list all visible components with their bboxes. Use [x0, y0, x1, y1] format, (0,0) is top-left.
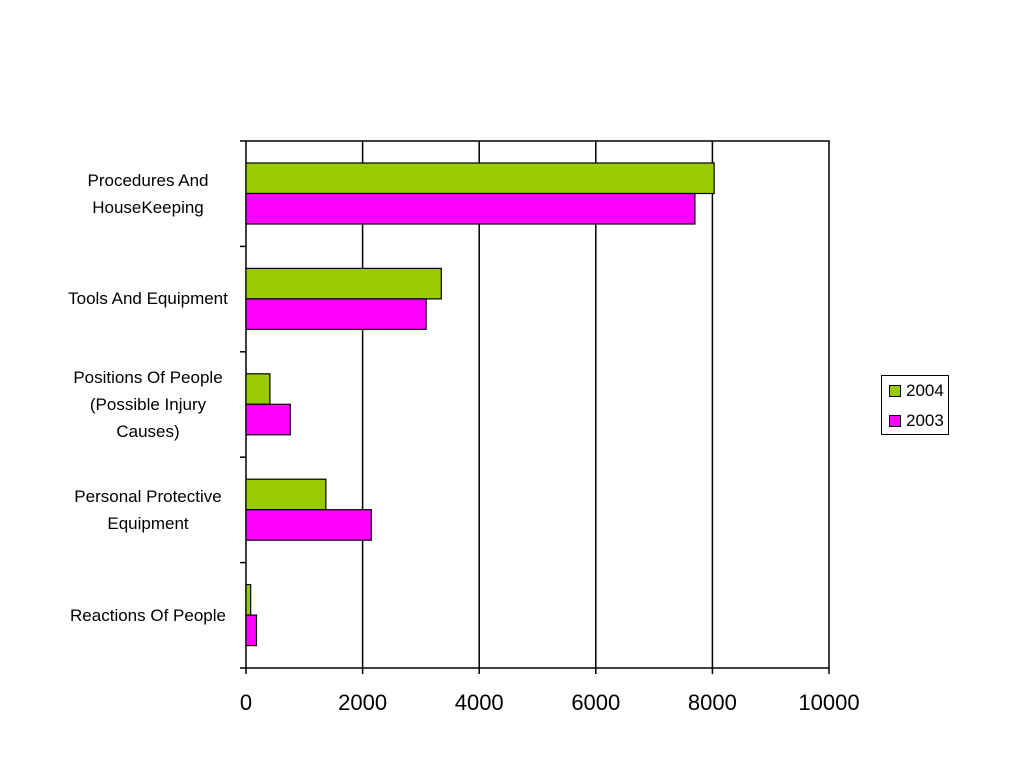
x-tick-label: 0	[240, 690, 252, 715]
legend-item-2004: 2004	[889, 381, 944, 401]
x-tick-label: 4000	[455, 690, 504, 715]
category-label: Tools And Equipment	[68, 289, 228, 309]
x-tick-label: 6000	[571, 690, 620, 715]
category-label: Positions Of People (Possible Injury Cau…	[73, 367, 223, 441]
bar-2003-0	[245, 192, 696, 225]
bar-2003-1	[245, 298, 427, 330]
category-label: Reactions Of People	[70, 605, 226, 625]
x-tick-label: 2000	[338, 690, 387, 715]
legend-swatch-2004	[889, 385, 901, 397]
legend-swatch-2003	[889, 415, 901, 427]
legend-label-2004: 2004	[906, 381, 944, 400]
category-label: Personal Protective Equipment	[74, 486, 222, 533]
category-label: Procedures And HouseKeeping	[87, 170, 209, 217]
legend-label-2003: 2003	[906, 411, 944, 430]
bar-2003-3	[245, 509, 372, 541]
bar-2004-3	[245, 478, 327, 511]
legend-item-2003: 2003	[889, 411, 944, 431]
bar-2003-2	[245, 403, 291, 436]
bar-2004-0	[245, 162, 715, 195]
bar-2003-4	[245, 614, 258, 647]
bar-2004-1	[245, 267, 442, 300]
x-tick-label: 8000	[688, 690, 737, 715]
x-tick-label: 10000	[798, 690, 859, 715]
legend: 2004 2003	[881, 375, 949, 435]
